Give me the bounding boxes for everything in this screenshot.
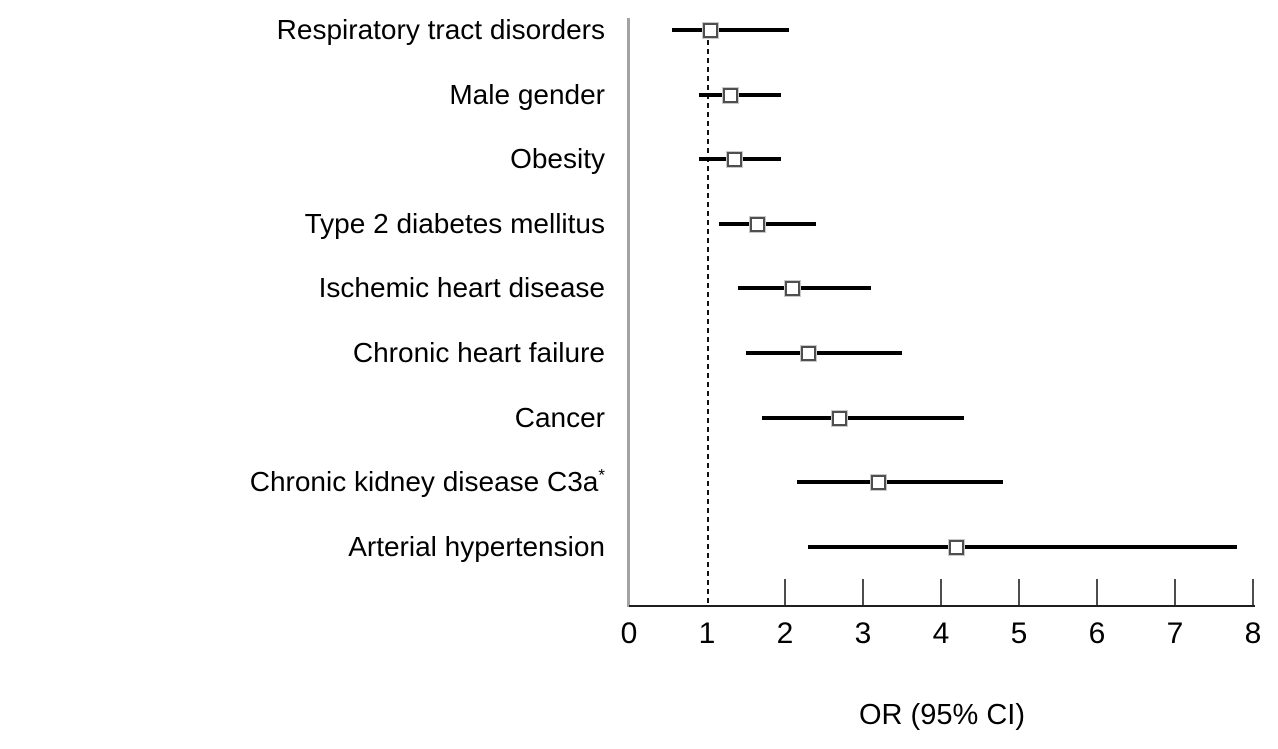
x-tick (940, 579, 942, 605)
or-marker (871, 474, 887, 490)
or-marker (800, 345, 816, 361)
ci-line (796, 480, 1004, 484)
row-label: Ischemic heart disease (318, 272, 605, 303)
x-tick (862, 579, 864, 605)
x-tick-label: 7 (1166, 617, 1184, 650)
x-tick-label: 4 (932, 617, 950, 650)
ci-line (699, 93, 782, 97)
row-label: Cancer (514, 402, 605, 433)
ci-line (746, 351, 902, 355)
or-marker (832, 410, 848, 426)
row-label: Type 2 diabetes mellitus (304, 208, 605, 239)
row-label: Obesity (510, 143, 605, 174)
x-tick-label: 6 (1088, 617, 1106, 650)
or-marker (949, 539, 965, 555)
row-label: Chronic heart failure (352, 337, 605, 368)
or-marker (726, 151, 742, 167)
x-tick-label: 3 (854, 617, 872, 650)
ci-line (671, 28, 789, 32)
or-marker (750, 216, 766, 232)
x-tick (784, 579, 786, 605)
x-tick-label: 1 (698, 617, 716, 650)
x-tick (1096, 579, 1098, 605)
row-label: Chronic kidney disease C3a* (249, 465, 605, 497)
x-tick (1252, 579, 1254, 605)
y-axis-line (627, 18, 630, 607)
or-marker (722, 87, 738, 103)
ci-line (738, 286, 871, 290)
row-label: Respiratory tract disorders (276, 14, 605, 45)
reference-line-or-1 (707, 40, 709, 605)
x-tick-label: 5 (1010, 617, 1028, 650)
row-label: Arterial hypertension (348, 531, 605, 562)
x-axis-title: OR (95% CI) (859, 699, 1025, 731)
x-tick-label: 8 (1244, 617, 1262, 650)
x-tick-label: 0 (620, 617, 638, 650)
x-tick (1018, 579, 1020, 605)
ci-line (761, 416, 965, 420)
or-marker (785, 280, 801, 296)
ci-line (718, 222, 817, 226)
row-label-superscript: * (598, 465, 605, 485)
row-label: Male gender (449, 79, 605, 110)
x-tick (1174, 579, 1176, 605)
ci-line (808, 545, 1238, 549)
or-marker (703, 22, 719, 38)
x-axis-line (629, 605, 1255, 607)
x-tick-label: 2 (776, 617, 794, 650)
